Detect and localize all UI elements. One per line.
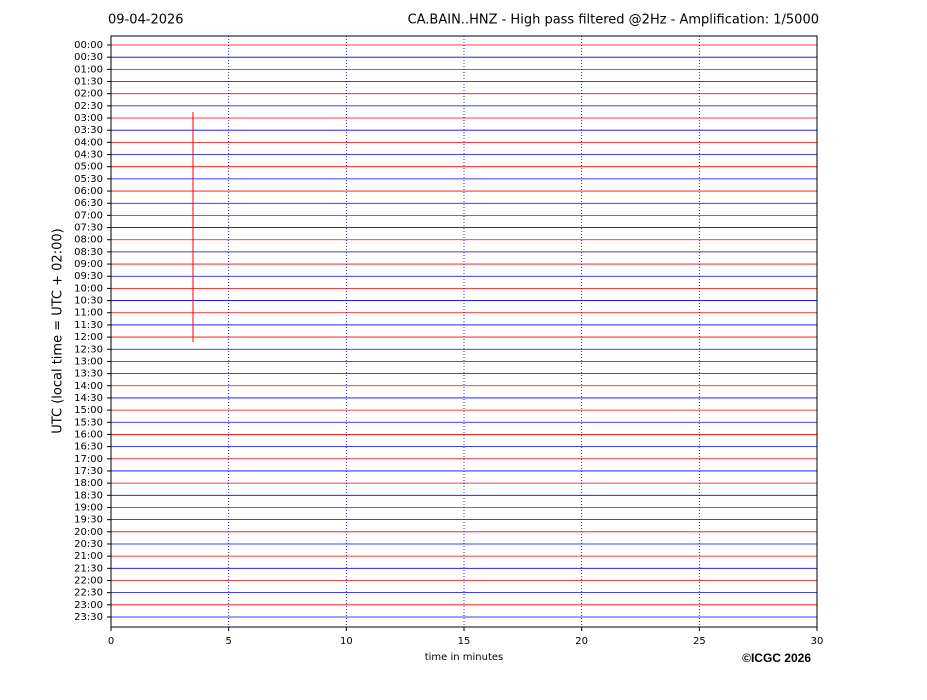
y-tick-label: 19:00 xyxy=(74,502,103,513)
y-tick-label: 17:00 xyxy=(74,454,103,465)
y-tick-label: 03:00 xyxy=(74,113,103,124)
y-tick-label: 07:00 xyxy=(74,210,103,221)
y-tick-label: 22:00 xyxy=(74,575,103,586)
x-tick-label: 20 xyxy=(575,636,588,647)
y-tick-label: 04:00 xyxy=(74,137,103,148)
x-tick-label: 30 xyxy=(811,636,824,647)
y-tick-label: 14:30 xyxy=(74,393,103,404)
y-tick-label: 21:30 xyxy=(74,563,103,574)
y-tick-label: 23:00 xyxy=(74,600,103,611)
y-tick-label: 20:00 xyxy=(74,527,103,538)
y-tick-label: 07:30 xyxy=(74,223,103,234)
y-tick-label: 04:30 xyxy=(74,150,103,161)
x-axis-label: time in minutes xyxy=(425,652,504,663)
y-tick-label: 16:00 xyxy=(74,429,103,440)
y-tick-label: 21:00 xyxy=(74,551,103,562)
x-tick-label: 10 xyxy=(340,636,353,647)
x-tick-label: 15 xyxy=(458,636,471,647)
y-tick-label: 02:30 xyxy=(74,101,103,112)
y-tick-label: 00:30 xyxy=(74,52,103,63)
y-tick-label: 18:00 xyxy=(74,478,103,489)
y-tick-label: 05:30 xyxy=(74,174,103,185)
y-tick-label: 06:00 xyxy=(74,186,103,197)
y-tick-label: 13:30 xyxy=(74,369,103,380)
y-tick-label: 11:30 xyxy=(74,320,103,331)
y-tick-label: 01:30 xyxy=(74,77,103,88)
y-tick-label: 11:00 xyxy=(74,308,103,319)
x-tick-label: 0 xyxy=(108,636,114,647)
y-tick-label: 09:00 xyxy=(74,259,103,270)
y-tick-label: 17:30 xyxy=(74,466,103,477)
y-tick-label: 08:00 xyxy=(74,235,103,246)
y-tick-label: 03:30 xyxy=(74,125,103,136)
y-tick-label: 15:30 xyxy=(74,417,103,428)
y-tick-label: 13:00 xyxy=(74,356,103,367)
y-tick-label: 16:30 xyxy=(74,442,103,453)
x-tick-label: 25 xyxy=(693,636,706,647)
y-tick-label: 12:30 xyxy=(74,344,103,355)
y-tick-label: 02:00 xyxy=(74,89,103,100)
chart-title: CA.BAIN..HNZ - High pass filtered @2Hz -… xyxy=(408,13,819,28)
date: 09-04-2026 xyxy=(108,13,184,28)
copyright: ©ICGC 2026 xyxy=(742,651,811,665)
y-tick-label: 15:00 xyxy=(74,405,103,416)
x-tick-label: 5 xyxy=(225,636,231,647)
y-axis-label: UTC (local time = UTC + 02:00) xyxy=(51,228,66,433)
y-tick-label: 18:30 xyxy=(74,490,103,501)
y-tick-label: 10:30 xyxy=(74,296,103,307)
y-tick-label: 01:00 xyxy=(74,64,103,75)
y-tick-label: 06:30 xyxy=(74,198,103,209)
y-tick-label: 22:30 xyxy=(74,588,103,599)
y-tick-label: 09:30 xyxy=(74,271,103,282)
y-tick-label: 14:00 xyxy=(74,381,103,392)
plot-frame xyxy=(110,35,818,628)
y-tick-label: 19:30 xyxy=(74,515,103,526)
y-tick-label: 08:30 xyxy=(74,247,103,258)
y-tick-label: 20:30 xyxy=(74,539,103,550)
y-tick-label: 23:30 xyxy=(74,612,103,623)
y-tick-label: 10:00 xyxy=(74,283,103,294)
y-tick-label: 12:00 xyxy=(74,332,103,343)
y-tick-label: 05:00 xyxy=(74,162,103,173)
y-tick-label: 00:00 xyxy=(74,40,103,51)
